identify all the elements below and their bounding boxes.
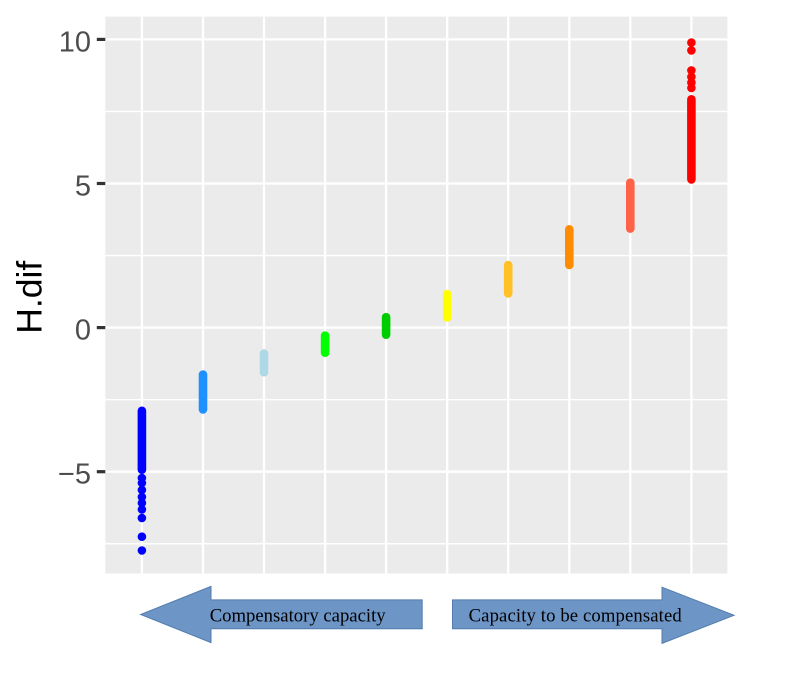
svg-text:H.dif: H.dif (10, 261, 50, 334)
svg-text:Compensatory capacity: Compensatory capacity (210, 606, 387, 627)
svg-text:5: 5 (75, 171, 91, 203)
svg-text:0: 0 (75, 315, 91, 347)
svg-text:Capacity to be compensated: Capacity to be compensated (469, 606, 683, 627)
svg-text:−5: −5 (58, 459, 91, 491)
svg-text:10: 10 (59, 26, 91, 58)
